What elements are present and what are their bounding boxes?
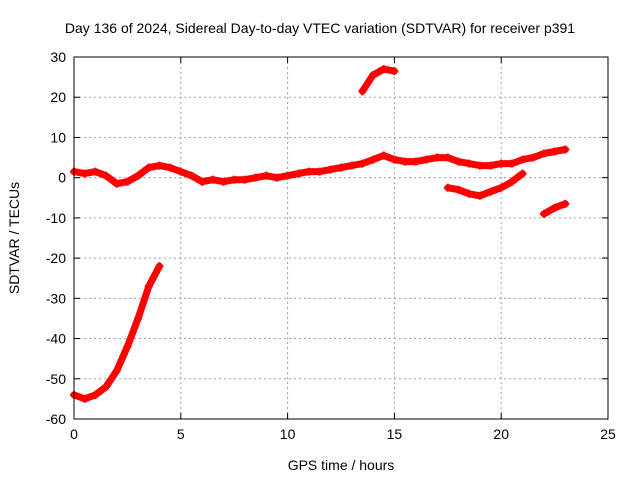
x-axis-label: GPS time / hours: [287, 457, 395, 473]
data-point: [91, 167, 100, 176]
data-point: [529, 153, 538, 162]
data-point: [539, 209, 548, 218]
data-point: [443, 183, 452, 192]
data-point: [454, 157, 463, 166]
data-point: [144, 282, 153, 291]
data-point: [550, 147, 559, 156]
data-point: [134, 314, 143, 323]
data-point: [539, 149, 548, 158]
data-point: [475, 191, 484, 200]
y-tick-label: -50: [46, 371, 66, 387]
data-point: [465, 189, 474, 198]
series-early-descent: [70, 262, 164, 403]
series-late-segment: [539, 199, 570, 218]
data-point: [155, 262, 164, 271]
data-point: [497, 183, 506, 192]
x-tick-label: 0: [70, 426, 78, 442]
data-point: [486, 187, 495, 196]
data-point: [337, 163, 345, 172]
data-point: [550, 203, 559, 212]
data-point: [112, 179, 121, 188]
y-tick-label: -30: [46, 290, 66, 306]
data-point: [208, 175, 217, 184]
data-point: [251, 173, 260, 182]
series-dip-arc: [443, 169, 527, 200]
data-point: [369, 71, 378, 80]
data-point: [240, 175, 249, 184]
data-point: [315, 167, 324, 176]
y-tick-label: -20: [46, 250, 66, 266]
data-point: [518, 169, 527, 178]
data-point: [304, 167, 313, 176]
x-tick-label: 15: [387, 426, 403, 442]
y-tick-label: 20: [50, 89, 66, 105]
grid-lines: [74, 57, 608, 419]
data-point: [465, 159, 474, 168]
x-tick-label: 25: [600, 426, 616, 442]
data-point: [390, 155, 399, 164]
x-tick-label: 10: [280, 426, 296, 442]
data-point: [80, 169, 89, 178]
data-point: [401, 157, 410, 166]
data-point: [91, 390, 100, 399]
axis-ticks: 0 5 10 15 20 25 -60 -50 -40 -30 -20 -10 0 10 20 30: [46, 49, 616, 442]
x-tick-label: 5: [177, 426, 185, 442]
y-tick-label: -40: [46, 331, 66, 347]
data-point: [272, 173, 281, 182]
y-tick-label: -60: [46, 411, 66, 427]
data-point: [497, 159, 506, 168]
y-tick-label: -10: [46, 210, 66, 226]
data-points: [70, 65, 570, 403]
y-tick-label: 30: [50, 49, 66, 65]
data-point: [411, 157, 420, 166]
data-point: [443, 153, 452, 162]
data-point: [561, 145, 570, 154]
series-main-band: [70, 145, 570, 188]
series-peak-arc: [358, 65, 399, 96]
data-point: [507, 159, 516, 168]
data-point: [198, 177, 207, 186]
data-point: [123, 177, 132, 186]
data-point: [112, 366, 121, 375]
data-point: [369, 155, 378, 164]
data-point: [358, 159, 367, 168]
data-point: [102, 171, 111, 180]
data-point: [390, 67, 399, 76]
data-point: [433, 153, 442, 162]
data-point: [518, 155, 527, 164]
data-point: [379, 65, 388, 74]
x-tick-label: 20: [493, 426, 509, 442]
data-point: [561, 199, 570, 208]
data-point: [283, 171, 292, 180]
data-point: [379, 151, 388, 160]
data-point: [134, 171, 143, 180]
data-point: [123, 342, 132, 351]
data-point: [422, 155, 431, 164]
y-tick-label: 10: [50, 129, 66, 145]
data-point: [176, 167, 185, 176]
y-axis-label: SDTVAR / TECUs: [6, 181, 22, 295]
data-point: [80, 394, 89, 403]
data-point: [475, 161, 484, 170]
data-point: [166, 163, 175, 172]
data-point: [358, 87, 367, 96]
data-point: [294, 169, 303, 178]
data-point: [155, 161, 164, 170]
data-point: [102, 382, 111, 391]
y-tick-label: 0: [58, 170, 66, 186]
data-point: [187, 171, 196, 180]
data-point: [507, 177, 516, 186]
data-point: [486, 161, 495, 170]
data-point: [144, 163, 153, 172]
plot-frame: [73, 56, 609, 420]
data-point: [262, 171, 271, 180]
data-point: [326, 165, 335, 174]
chart-title: Day 136 of 2024, Sidereal Day-to-day VTE…: [64, 20, 576, 36]
series-line: [358, 65, 398, 95]
data-point: [347, 161, 356, 170]
data-point: [454, 185, 463, 194]
data-point: [219, 177, 228, 186]
data-point: [230, 175, 239, 184]
